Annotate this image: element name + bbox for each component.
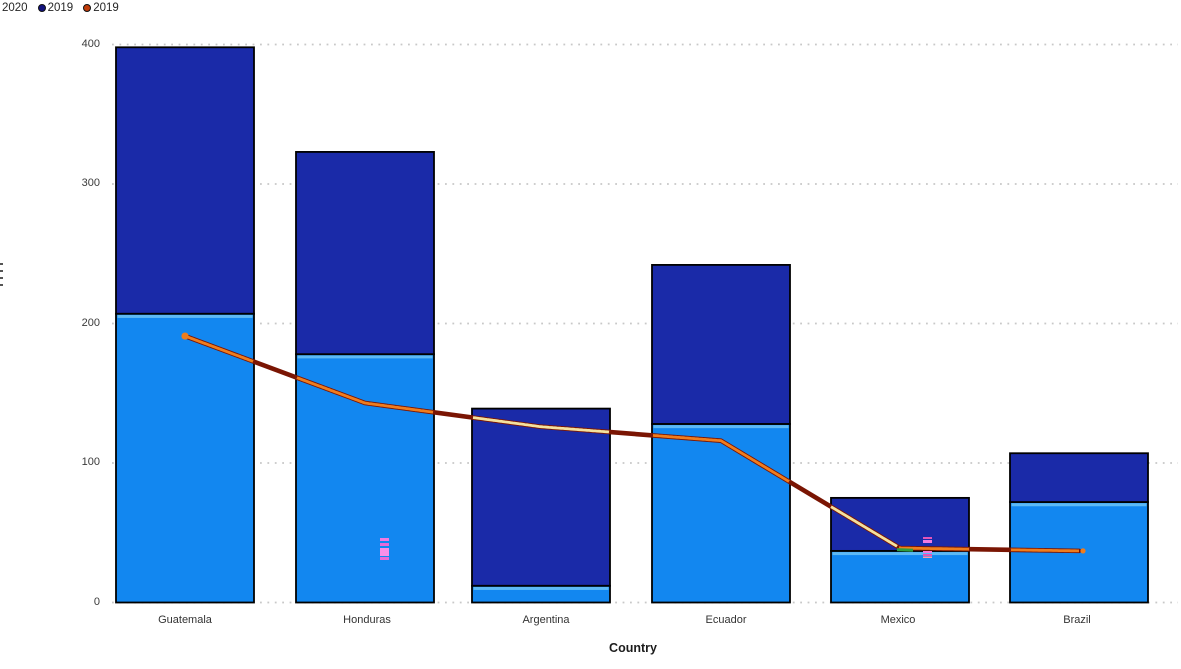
bar-guatemala-2019[interactable] [115, 46, 255, 315]
legend-swatch-icon [83, 4, 92, 12]
line-series-2019-segment [898, 546, 970, 551]
legend: 2020 2019 2019 [2, 2, 119, 14]
legend-label: 2019 [93, 2, 119, 14]
line-series-2019-segment [1010, 548, 1079, 553]
line-series-2019-segment [652, 434, 790, 483]
x-label-ecuador: Ecuador [705, 614, 747, 626]
legend-item-2020[interactable]: 2020 [2, 2, 28, 14]
x-label-guatemala: Guatemala [158, 614, 212, 626]
bar-top-strip [832, 552, 968, 556]
green-glitch-segment [896, 548, 914, 552]
bar-top-strip [117, 314, 253, 318]
pink-glitch-mark [923, 551, 932, 558]
bar-argentina-2019[interactable] [471, 407, 611, 587]
bar-top-strip [297, 355, 433, 359]
x-axis-title: Country [609, 641, 657, 655]
line-series-2019-segment [296, 376, 434, 414]
x-label-mexico: Mexico [880, 614, 916, 626]
bar-mexico-2019[interactable] [830, 496, 970, 552]
y-tick-400: 400 [81, 38, 100, 50]
line-end-marker [1080, 548, 1086, 554]
bar-ecuador-2020[interactable] [651, 423, 791, 604]
legend-swatch-icon [37, 4, 46, 12]
bar-honduras-2019[interactable] [295, 151, 435, 356]
bar-top-strip [1011, 503, 1147, 507]
pink-glitch-mark [923, 537, 932, 543]
bar-ecuador-2019[interactable] [651, 264, 791, 425]
y-tick-300: 300 [81, 177, 100, 189]
y-tick-200: 200 [81, 317, 100, 329]
line-series-2019-segment [830, 505, 898, 548]
y-axis-title-clipped [0, 258, 4, 344]
bar-mexico-2020[interactable] [830, 549, 970, 604]
legend-label: 2019 [47, 2, 74, 14]
x-label-honduras: Honduras [343, 614, 391, 626]
bar-guatemala-2020[interactable] [115, 312, 255, 604]
pink-glitch-mark [380, 538, 389, 560]
y-tick-100: 100 [81, 456, 100, 468]
x-label-brazil: Brazil [1063, 614, 1091, 626]
line-start-marker [181, 332, 189, 340]
line-series-2019-segment [184, 334, 254, 363]
legend-item-2019-line[interactable]: 2019 [83, 2, 119, 14]
legend-item-2019-column[interactable]: 2019 [37, 2, 74, 14]
x-label-argentina: Argentina [522, 614, 570, 626]
y-tick-0: 0 [93, 596, 100, 608]
bar-top-strip [473, 586, 609, 590]
legend-label: 2020 [2, 2, 28, 14]
bar-brazil-2019[interactable] [1009, 452, 1149, 503]
bar-top-strip [653, 425, 789, 429]
line-series-2019-segment [472, 416, 610, 434]
bar-honduras-2020[interactable] [295, 353, 435, 604]
